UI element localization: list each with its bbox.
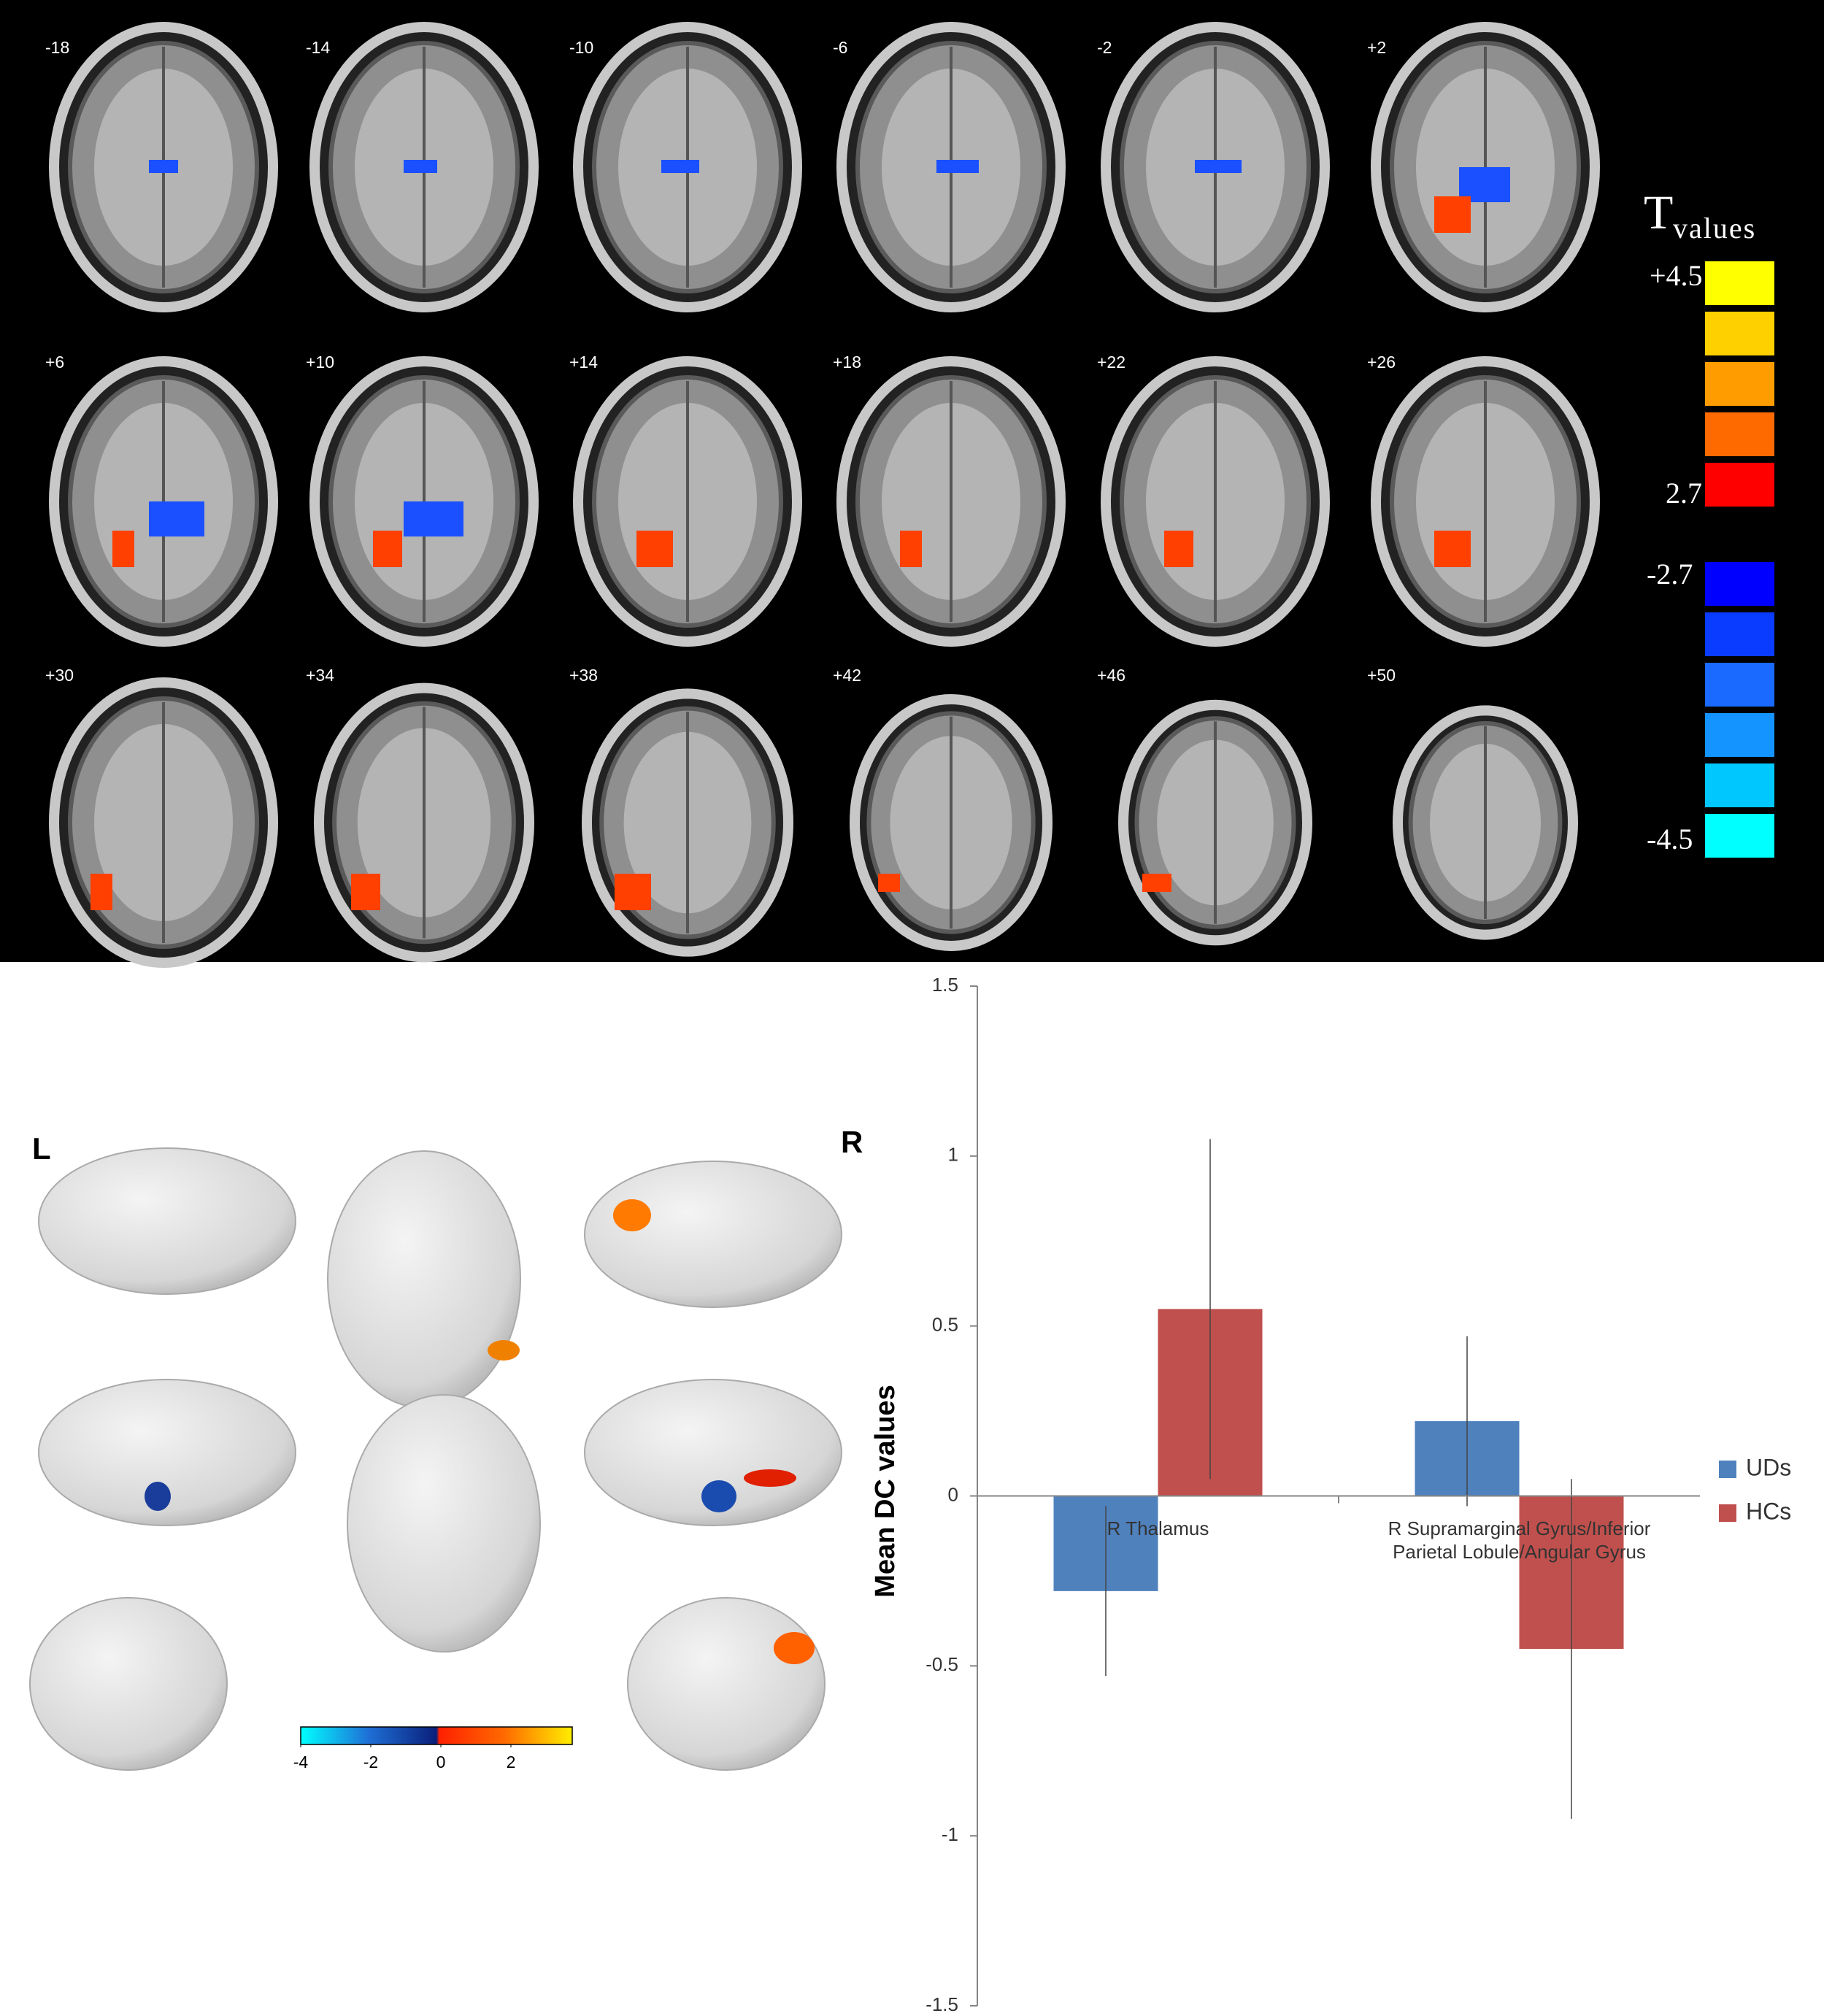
legend-label: UDs	[1746, 1454, 1791, 1480]
legend-swatch	[1705, 463, 1774, 507]
legend-swatch	[1705, 612, 1774, 656]
surface-cluster	[145, 1482, 171, 1511]
brain-surface	[327, 1150, 521, 1409]
cluster-positive	[91, 874, 112, 910]
slice-label: -14	[306, 38, 330, 57]
legend-swatch	[1719, 1504, 1736, 1522]
legend-swatch	[1705, 763, 1774, 807]
slice-label: +50	[1367, 666, 1396, 685]
legend-swatch	[1705, 663, 1774, 707]
brain-surface	[38, 1379, 296, 1526]
slice-label: +18	[833, 353, 861, 372]
colorbar	[300, 1726, 573, 1745]
cluster-positive	[878, 874, 900, 892]
cluster-positive	[1434, 531, 1471, 567]
surface-cluster	[701, 1480, 736, 1512]
y-tick-label: -1	[942, 1823, 958, 1845]
colorbar-tick-label: -4	[293, 1753, 309, 1771]
cluster-negative	[149, 160, 178, 173]
cluster-positive	[615, 874, 651, 910]
colorbar-tick-label: 0	[436, 1753, 446, 1771]
cluster-positive	[351, 874, 380, 910]
slice-label: -6	[833, 38, 847, 57]
brain-surface	[584, 1379, 842, 1526]
legend-swatch	[1705, 713, 1774, 757]
t-legend-title: T	[1644, 186, 1673, 239]
slice-label: +10	[306, 353, 334, 372]
y-tick-label: 0	[948, 1483, 958, 1505]
cluster-positive	[900, 531, 922, 567]
surface-cluster	[613, 1199, 651, 1231]
slice-label: +34	[306, 666, 334, 685]
colorbar-tick-label: -2	[363, 1753, 378, 1771]
cluster-positive	[1164, 531, 1193, 567]
slice-label: +42	[833, 666, 861, 685]
cluster-negative	[936, 160, 979, 173]
slice-label: +38	[569, 666, 598, 685]
y-tick-label: 1	[948, 1144, 958, 1166]
cluster-positive	[1434, 196, 1471, 233]
slice-label: +30	[45, 666, 74, 685]
slice-label: +22	[1097, 353, 1125, 372]
legend-swatch	[1719, 1461, 1736, 1478]
cluster-negative	[661, 160, 699, 173]
legend-swatch	[1705, 562, 1774, 606]
brain-surface	[38, 1147, 296, 1295]
y-tick-label: -0.5	[926, 1653, 958, 1675]
cluster-positive	[373, 531, 402, 567]
brain-surface	[29, 1597, 228, 1771]
cluster-negative	[1195, 160, 1242, 173]
slice-label: +6	[45, 353, 64, 372]
t-legend-label: -2.7	[1647, 558, 1693, 590]
slice-label: -18	[45, 38, 69, 57]
slice-label: +14	[569, 353, 598, 372]
x-tick-label: R Supramarginal Gyrus/Inferior Parietal …	[1388, 1517, 1651, 1563]
y-tick-label: -1.5	[926, 1993, 958, 2015]
y-axis-label: Mean DC values	[870, 1385, 901, 1597]
cluster-positive	[636, 531, 673, 567]
cluster-negative	[149, 501, 204, 536]
left-label: L	[32, 1131, 51, 1166]
legend-swatch	[1705, 412, 1774, 456]
t-legend-label: 2.7	[1666, 477, 1702, 509]
x-tick-label: R Thalamus	[1107, 1517, 1209, 1539]
slice-label: +2	[1367, 38, 1386, 57]
slices: -18 -14 -10 -6 -2 +2 +6 +10 +14 +18 +22 +26 +30 +34 +3…	[45, 22, 1600, 968]
slice-label: +26	[1367, 353, 1396, 372]
brain-surface	[347, 1394, 541, 1653]
brain-surface	[584, 1161, 842, 1308]
slice-label: +46	[1097, 666, 1125, 685]
t-legend-subtitle: values	[1673, 212, 1756, 245]
legend-swatch	[1705, 312, 1774, 355]
surface-cluster	[744, 1469, 796, 1487]
legend-label: HCs	[1746, 1498, 1791, 1524]
cluster-positive	[112, 531, 134, 567]
legend-swatch	[1705, 362, 1774, 406]
t-legend-label: +4.5	[1650, 259, 1703, 292]
cluster-negative	[404, 160, 437, 173]
slice-label: -2	[1097, 38, 1112, 57]
right-label: R	[841, 1125, 863, 1159]
legend-swatch	[1705, 814, 1774, 858]
surface-cluster	[488, 1340, 520, 1361]
surface-cluster	[774, 1632, 815, 1664]
slice-label: -10	[569, 38, 593, 57]
cluster-positive	[1142, 874, 1171, 892]
brain-surface	[627, 1597, 826, 1771]
colorbar-tick-label: 2	[507, 1753, 516, 1771]
cluster-negative	[404, 501, 463, 536]
y-tick-label: 1.5	[932, 974, 958, 996]
t-legend-label: -4.5	[1647, 823, 1693, 855]
surfaces	[29, 1147, 842, 1771]
y-tick-label: 0.5	[932, 1314, 958, 1336]
legend-swatch	[1705, 261, 1774, 305]
